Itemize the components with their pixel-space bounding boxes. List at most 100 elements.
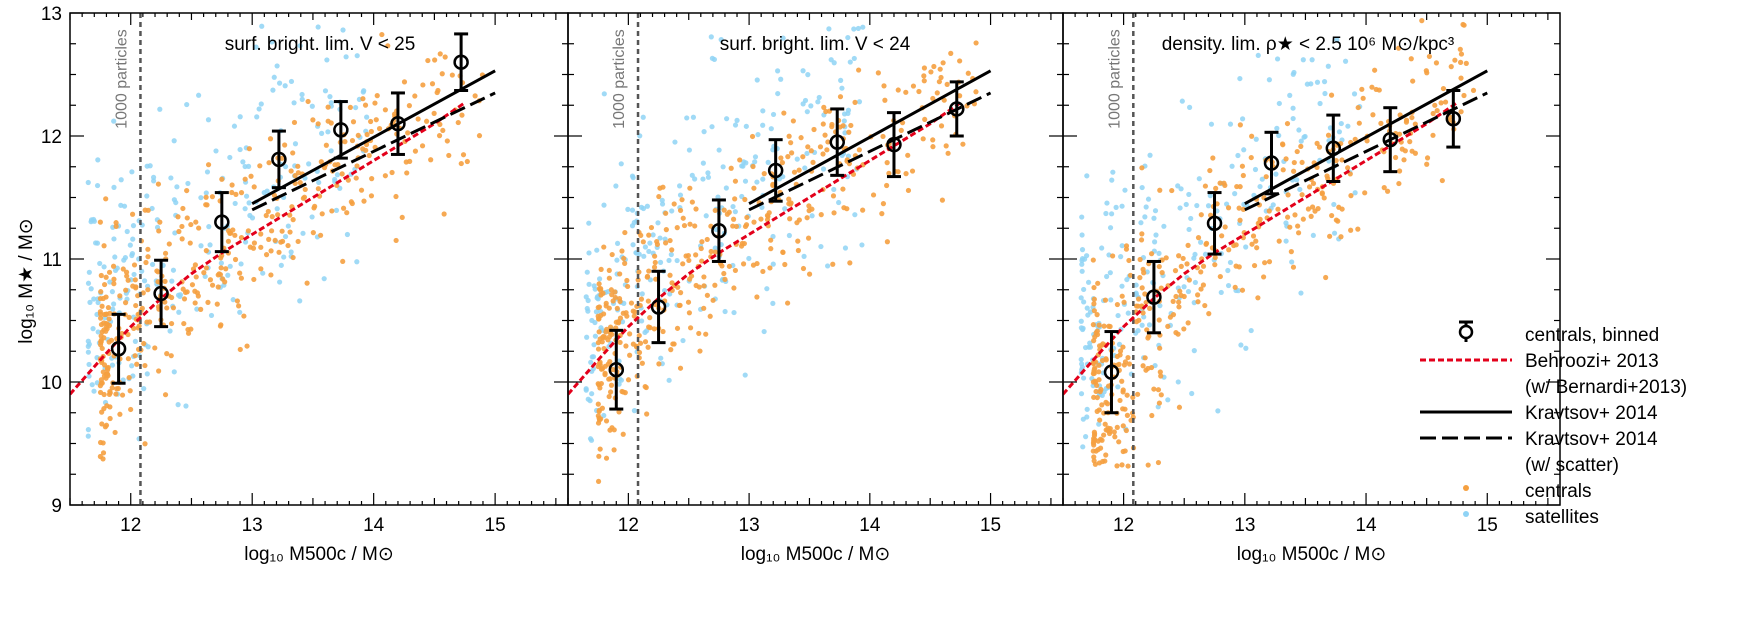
central-point — [595, 478, 602, 485]
satellite-point — [650, 232, 656, 238]
central-point — [472, 93, 478, 99]
central-point — [611, 447, 617, 453]
central-point — [646, 232, 652, 238]
central-point — [1158, 285, 1164, 291]
central-point — [1325, 176, 1331, 182]
central-point — [668, 347, 674, 353]
central-point — [237, 346, 243, 353]
satellite-point — [594, 247, 600, 253]
satellite-point — [659, 201, 666, 207]
satellite-point — [132, 338, 138, 344]
central-point — [614, 305, 620, 312]
central-point — [1355, 104, 1361, 111]
central-point — [640, 239, 646, 245]
central-point — [295, 238, 301, 245]
satellite-point — [185, 180, 191, 187]
central-point — [903, 89, 909, 95]
central-point — [192, 300, 198, 306]
binned-point — [390, 91, 406, 156]
central-point — [1384, 188, 1391, 194]
central-point — [1177, 288, 1183, 294]
satellite-point — [601, 91, 607, 97]
central-point — [622, 260, 628, 266]
central-point — [288, 168, 294, 174]
satellite-point — [111, 184, 117, 190]
central-point — [1295, 230, 1302, 236]
central-point — [393, 193, 399, 200]
satellite-point — [93, 240, 99, 246]
satellite-point — [1113, 204, 1119, 210]
satellite-point — [836, 199, 842, 206]
central-point — [606, 393, 612, 400]
central-point — [232, 256, 239, 263]
central-point — [217, 271, 224, 278]
central-point — [806, 271, 813, 277]
legend-entry: satellites — [1463, 507, 1599, 528]
central-point — [1157, 187, 1163, 193]
satellite-point — [805, 72, 811, 78]
satellite-point — [669, 208, 675, 214]
central-point — [1119, 293, 1125, 299]
central-point — [1091, 366, 1097, 372]
satellite-point — [230, 297, 236, 303]
central-point — [373, 117, 379, 123]
central-point — [142, 441, 148, 447]
central-point — [201, 269, 207, 276]
satellite-point — [794, 156, 800, 162]
central-point — [1295, 223, 1301, 229]
central-point — [944, 81, 950, 88]
central-point — [667, 237, 673, 244]
satellite-point — [86, 361, 92, 368]
legend-label: centrals — [1525, 481, 1592, 502]
y-tick-label: 9 — [51, 496, 62, 517]
central-point — [1325, 132, 1332, 138]
satellite-point — [254, 114, 260, 120]
central-point — [825, 139, 831, 145]
central-point — [209, 282, 216, 288]
satellite-point — [1257, 183, 1263, 190]
central-point — [1092, 461, 1098, 467]
satellite-point — [1083, 434, 1089, 440]
satellite-point — [101, 264, 107, 270]
satellite-point — [144, 163, 150, 169]
central-point — [598, 292, 604, 298]
central-point — [1142, 355, 1148, 361]
y-tick-label: 10 — [41, 373, 62, 394]
central-point — [1460, 21, 1466, 28]
satellite-point — [1314, 79, 1321, 85]
satellite-point — [90, 326, 96, 332]
satellite-point — [666, 257, 672, 264]
central-point — [1200, 263, 1207, 269]
satellite-point — [586, 220, 592, 226]
satellite-point — [1283, 220, 1289, 226]
satellite-point — [741, 159, 747, 165]
central-point — [916, 88, 922, 95]
satellite-point — [237, 146, 243, 153]
central-point — [251, 240, 258, 246]
behroozi-line — [70, 101, 466, 396]
central-point — [1138, 237, 1145, 243]
central-point — [794, 220, 800, 226]
central-point — [830, 193, 837, 199]
satellite-point — [662, 287, 668, 294]
central-point — [203, 265, 209, 271]
satellite-point — [845, 107, 852, 113]
central-point — [1253, 238, 1259, 244]
satellite-point — [270, 87, 276, 93]
central-point — [220, 276, 226, 282]
satellite-point — [316, 179, 322, 186]
central-point — [1316, 144, 1323, 150]
central-point — [207, 277, 214, 283]
central-point — [1099, 402, 1105, 408]
satellite-point — [1156, 250, 1162, 256]
central-point — [141, 340, 147, 347]
satellite-point — [800, 68, 806, 74]
satellite-point — [344, 231, 351, 238]
central-point — [1112, 434, 1118, 440]
central-point — [1156, 317, 1162, 323]
satellite-point — [1186, 226, 1192, 233]
central-point — [1283, 156, 1289, 162]
y-tick-label: 12 — [41, 127, 62, 148]
satellite-point — [1152, 239, 1158, 245]
x-tick-label: 13 — [242, 515, 263, 536]
